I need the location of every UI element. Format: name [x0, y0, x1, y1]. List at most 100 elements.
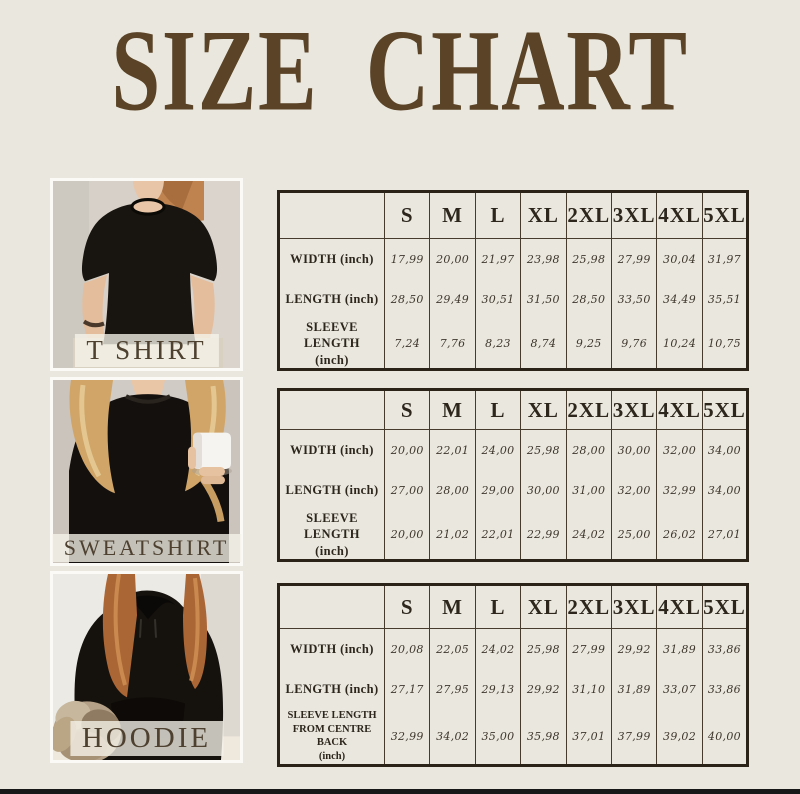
size-value: 31,97	[701, 238, 748, 279]
size-value: 34,49	[656, 279, 703, 319]
size-value: 7,76	[429, 319, 476, 370]
size-col-header: XL	[520, 191, 567, 239]
size-value: 33,50	[610, 279, 657, 319]
size-col-header: 3XL	[610, 389, 657, 430]
row-label: LENGTH (inch)	[285, 482, 379, 497]
size-value: 27,99	[565, 628, 612, 669]
measure-row: SLEEVE LENGTH FROM CENTRE BACK (inch) 32,99…	[279, 709, 748, 766]
size-value: 34,00	[701, 429, 748, 470]
size-value: 9,76	[610, 319, 657, 370]
size-value: 37,01	[565, 709, 612, 766]
size-value: 20,00	[383, 429, 430, 470]
size-value: 21,02	[429, 510, 476, 561]
size-value: 28,00	[429, 470, 476, 510]
size-value: 31,89	[656, 628, 703, 669]
size-value: 26,02	[656, 510, 703, 561]
size-value: 32,99	[656, 470, 703, 510]
size-value: 28,50	[565, 279, 612, 319]
size-value: 25,00	[610, 510, 657, 561]
size-col-header: M	[429, 389, 476, 430]
measure-row: LENGTH (inch) 27,17 27,95 29,13 29,92 31,10 31…	[279, 669, 748, 709]
size-value: 31,10	[565, 669, 612, 709]
size-col-header: 2XL	[565, 584, 612, 629]
size-value: 17,99	[383, 238, 430, 279]
row-label: SLEEVE LENGTH (inch)	[304, 320, 360, 367]
sweatshirt-size-table: S M L XL 2XL 3XL 4XL 5XL WIDTH (inch) 20,00 22,01 2…	[277, 388, 750, 562]
size-value: 20,08	[383, 628, 430, 669]
size-col-header: XL	[520, 584, 567, 629]
size-col-header: L	[474, 584, 521, 629]
measure-row: SLEEVE LENGTH (inch) 20,00 21,02 22,01 22,99 2…	[279, 510, 748, 561]
page-title: SIZE CHART	[111, 5, 689, 135]
corner-cell	[278, 584, 385, 629]
size-value: 29,00	[474, 470, 521, 510]
row-label: WIDTH (inch)	[290, 641, 374, 656]
size-value: 27,01	[701, 510, 748, 561]
size-value: 29,92	[610, 628, 657, 669]
hoodie-size-table-wrap: S M L XL 2XL 3XL 4XL 5XL WIDTH (inch) 20,08 22,05 2…	[277, 583, 750, 767]
size-value: 30,00	[610, 429, 657, 470]
bottom-edge-bar	[0, 789, 800, 794]
size-value: 35,98	[520, 709, 567, 766]
tshirt-photo: T SHIRT	[50, 178, 243, 371]
size-value: 27,17	[383, 669, 430, 709]
row-label: WIDTH (inch)	[290, 251, 374, 266]
size-value: 25,98	[565, 238, 612, 279]
size-value: 10,24	[656, 319, 703, 370]
size-value: 30,04	[656, 238, 703, 279]
size-value: 20,00	[383, 510, 430, 561]
size-value: 27,99	[610, 238, 657, 279]
measure-row: LENGTH (inch) 28,50 29,49 30,51 31,50 28,50 33…	[279, 279, 748, 319]
hoodie-size-table: S M L XL 2XL 3XL 4XL 5XL WIDTH (inch) 20,08 22,05 2…	[277, 583, 750, 767]
size-value: 28,00	[565, 429, 612, 470]
size-value: 28,50	[383, 279, 430, 319]
size-value: 20,00	[429, 238, 476, 279]
size-col-header: 2XL	[565, 191, 612, 239]
row-label: WIDTH (inch)	[290, 442, 374, 457]
sweatshirt-illustration	[53, 380, 240, 563]
size-value: 21,97	[474, 238, 521, 279]
size-col-header: 5XL	[701, 191, 748, 239]
size-value: 39,02	[656, 709, 703, 766]
size-value: 37,99	[610, 709, 657, 766]
size-col-header: S	[383, 584, 430, 629]
size-col-header: XL	[520, 389, 567, 430]
size-value: 32,00	[656, 429, 703, 470]
size-col-header: 4XL	[656, 584, 703, 629]
size-value: 31,00	[565, 470, 612, 510]
row-label: LENGTH (inch)	[285, 681, 379, 696]
hoodie-photo: HOODIE	[50, 571, 243, 763]
size-value: 22,05	[429, 628, 476, 669]
size-col-header: 3XL	[610, 191, 657, 239]
size-value: 33,07	[656, 669, 703, 709]
size-value: 29,49	[429, 279, 476, 319]
size-value: 33,86	[701, 669, 748, 709]
measure-row: LENGTH (inch) 27,00 28,00 29,00 30,00 31,00 32…	[279, 470, 748, 510]
measure-row: WIDTH (inch) 17,99 20,00 21,97 23,98 25,98 27,…	[279, 238, 748, 279]
size-value: 24,02	[565, 510, 612, 561]
size-col-header: S	[383, 389, 430, 430]
measure-row: SLEEVE LENGTH (inch) 7,24 7,76 8,23 8,74 9,25 9…	[279, 319, 748, 370]
size-value: 34,02	[429, 709, 476, 766]
size-value: 25,98	[520, 628, 567, 669]
t-shirt-size-table: S M L XL 2XL 3XL 4XL 5XL WIDTH (inch) 17,99 20,00 2…	[277, 190, 750, 371]
tshirt-size-table-wrap: S M L XL 2XL 3XL 4XL 5XL WIDTH (inch) 17,99 20,00 2…	[277, 190, 750, 371]
size-value: 27,95	[429, 669, 476, 709]
size-value: 7,24	[383, 319, 430, 370]
sweatshirt-photo: SWEATSHIRT	[50, 377, 243, 566]
size-value: 8,23	[474, 319, 521, 370]
size-value: 31,50	[520, 279, 567, 319]
size-value: 35,00	[474, 709, 521, 766]
row-label: SLEEVE LENGTH (inch)	[304, 511, 360, 558]
size-value: 22,99	[520, 510, 567, 561]
size-value: 30,51	[474, 279, 521, 319]
size-col-header: M	[429, 191, 476, 239]
hoodie-label: HOODIE	[69, 721, 224, 756]
size-col-header: 4XL	[656, 389, 703, 430]
size-value: 8,74	[520, 319, 567, 370]
size-value: 35,51	[701, 279, 748, 319]
size-col-header: 4XL	[656, 191, 703, 239]
size-value: 22,01	[474, 510, 521, 561]
size-value: 27,00	[383, 470, 430, 510]
size-value: 9,25	[565, 319, 612, 370]
